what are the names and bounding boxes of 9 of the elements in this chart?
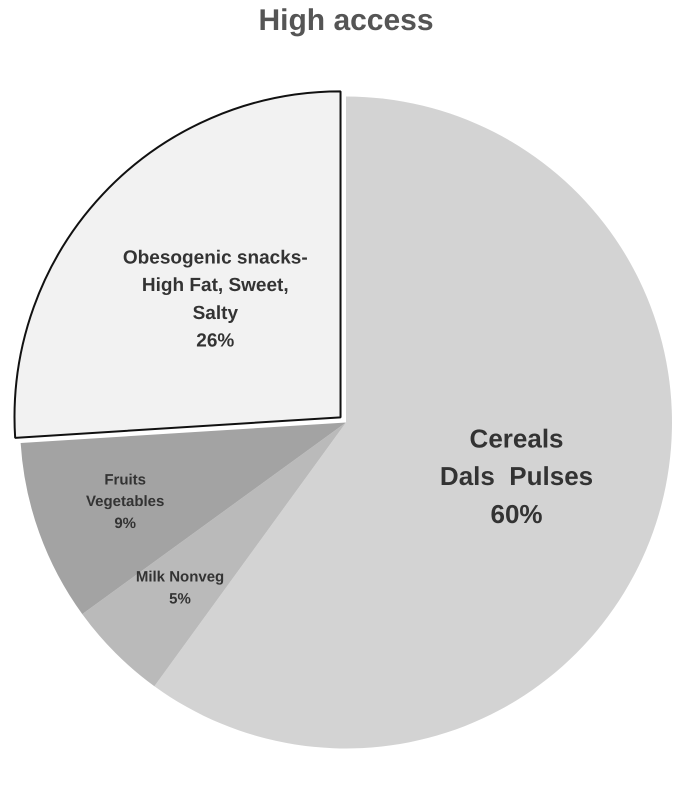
data-label: 5% <box>169 590 191 608</box>
slice-label: Fruits Vegetables <box>86 471 164 510</box>
slice-label: Cereals Dals Pulses <box>440 423 594 492</box>
slice-label: Milk Nonveg <box>136 568 224 586</box>
chart-title: High access <box>257 4 435 38</box>
data-label: 9% <box>114 514 136 532</box>
data-label: 26% <box>196 330 234 352</box>
data-label: 60% <box>490 498 543 529</box>
slice-label: Obesogenic snacks- High Fat, Sweet, Salty <box>122 248 308 324</box>
